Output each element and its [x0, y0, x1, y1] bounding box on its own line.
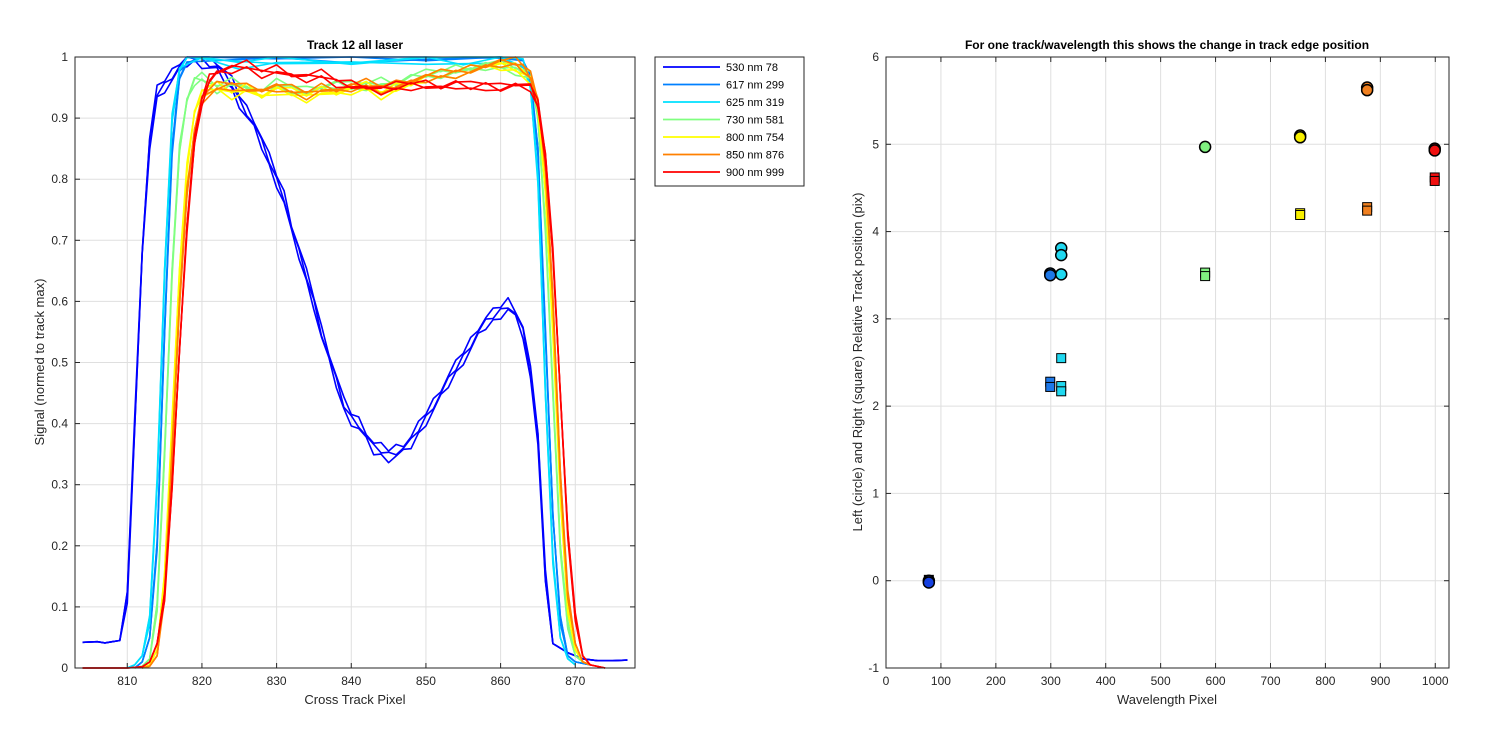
right-y-tick-label: 0 — [872, 574, 879, 588]
right-square-point — [1056, 353, 1067, 364]
right-x-tick-label: 1000 — [1422, 674, 1449, 688]
right-y-tick-label: 2 — [872, 399, 879, 413]
left-x-tick-label: 820 — [192, 674, 212, 688]
left-series — [82, 56, 628, 669]
right-x-tick-label: 200 — [986, 674, 1006, 688]
right-square-point — [1200, 271, 1211, 282]
legend-entry-6: 900 nm 999 — [726, 167, 784, 179]
left-x-tick-label: 850 — [416, 674, 436, 688]
left-circle-point — [1198, 140, 1212, 154]
right-x-tick-label: 0 — [883, 674, 890, 688]
right-x-tick-label: 100 — [931, 674, 951, 688]
legend-box — [654, 56, 805, 187]
series-line-530-nm-78 — [82, 56, 628, 662]
right-y-axis-label: Left (circle) and Right (square) Relativ… — [850, 193, 865, 532]
left-y-tick-label: 1 — [61, 50, 68, 64]
left-circle-point — [1360, 83, 1374, 97]
right-y-tick-label: 4 — [872, 225, 879, 239]
left-circle-point — [1054, 248, 1068, 262]
right-y-tick-label: 6 — [872, 50, 879, 64]
left-y-tick-label: 0.5 — [51, 356, 68, 370]
right-x-tick-label: 900 — [1370, 674, 1390, 688]
left-x-axis-label: Cross Track Pixel — [304, 692, 405, 707]
right-square-point — [1295, 209, 1306, 220]
series-line-900-nm-999 — [82, 59, 606, 669]
left-y-tick-label: 0.9 — [51, 111, 68, 125]
left-circle-point — [922, 576, 936, 589]
left-chart-title: Track 12 all laser — [307, 38, 403, 52]
legend-entry-2: 625 nm 319 — [726, 97, 784, 109]
legend: 530 nm 78 617 nm 299 625 nm 319 730 nm 581 8… — [654, 56, 805, 187]
right-ticks: 0 100 200 300 400 500 600 700 800 900 1000 -1 0 1 2 3 4 5… — [868, 50, 1449, 688]
right-square-point — [1056, 386, 1067, 397]
left-y-tick-label: 0.3 — [51, 478, 68, 492]
left-y-tick-label: 0 — [61, 661, 68, 675]
right-x-tick-label: 600 — [1206, 674, 1226, 688]
series-line-800-nm-754 — [141, 62, 591, 669]
left-chart: 810 820 830 840 850 860 870 0 0.1 0.2 0.3 0.4 0.5 0.6… — [32, 38, 805, 707]
right-x-tick-label: 300 — [1041, 674, 1061, 688]
left-y-tick-label: 0.6 — [51, 294, 68, 308]
right-y-tick-label: 1 — [872, 486, 879, 500]
legend-entry-5: 850 nm 876 — [726, 150, 784, 162]
right-square-point — [1362, 205, 1373, 216]
left-circle-point — [1043, 268, 1057, 282]
legend-entry-0: 530 nm 78 — [726, 62, 778, 74]
right-square-point — [1045, 381, 1056, 392]
left-y-tick-label: 0.7 — [51, 233, 68, 247]
left-y-tick-label: 0.8 — [51, 172, 68, 186]
series-line-730-nm-581 — [134, 59, 591, 669]
left-x-tick-label: 840 — [341, 674, 361, 688]
right-plot-area — [886, 57, 1449, 668]
legend-items: 530 nm 78 617 nm 299 625 nm 319 730 nm 581 8… — [663, 62, 784, 179]
right-chart: 0 100 200 300 400 500 600 700 800 900 1000 -1 0 1 2 3 4 5… — [850, 38, 1450, 707]
left-y-axis-label: Signal (normed to track max) — [32, 279, 47, 446]
legend-entry-4: 800 nm 754 — [726, 132, 784, 144]
series-line-625-nm-319 — [126, 56, 576, 669]
left-y-tick-label: 0.4 — [51, 417, 68, 431]
left-x-tick-label: 870 — [565, 674, 585, 688]
legend-entry-1: 617 nm 299 — [726, 80, 784, 92]
left-x-tick-label: 810 — [117, 674, 137, 688]
right-chart-title: For one track/wavelength this shows the … — [965, 38, 1369, 52]
left-y-tick-label: 0.2 — [51, 539, 68, 553]
right-x-axis-label: Wavelength Pixel — [1117, 692, 1217, 707]
right-y-tick-label: 3 — [872, 312, 879, 326]
right-x-tick-label: 800 — [1315, 674, 1335, 688]
right-y-tick-label: -1 — [868, 661, 879, 675]
series-line-530-nm-78 — [82, 56, 628, 662]
right-x-tick-label: 400 — [1096, 674, 1116, 688]
left-circle-point — [1428, 144, 1441, 157]
left-x-tick-label: 830 — [267, 674, 287, 688]
legend-entry-3: 730 nm 581 — [726, 115, 784, 127]
left-x-tick-label: 860 — [491, 674, 511, 688]
right-axes-box — [885, 56, 1450, 669]
left-ticks: 810 820 830 840 850 860 870 0 0.1 0.2 0.3 0.4 0.5 0.6… — [51, 50, 635, 688]
right-x-tick-label: 700 — [1260, 674, 1280, 688]
right-x-tick-label: 500 — [1151, 674, 1171, 688]
left-circle-point — [1293, 131, 1307, 144]
right-square-point — [1429, 175, 1440, 186]
left-y-tick-label: 0.1 — [51, 600, 68, 614]
left-circle-point — [1054, 268, 1068, 281]
right-y-tick-label: 5 — [872, 137, 879, 151]
right-series — [922, 81, 1441, 589]
